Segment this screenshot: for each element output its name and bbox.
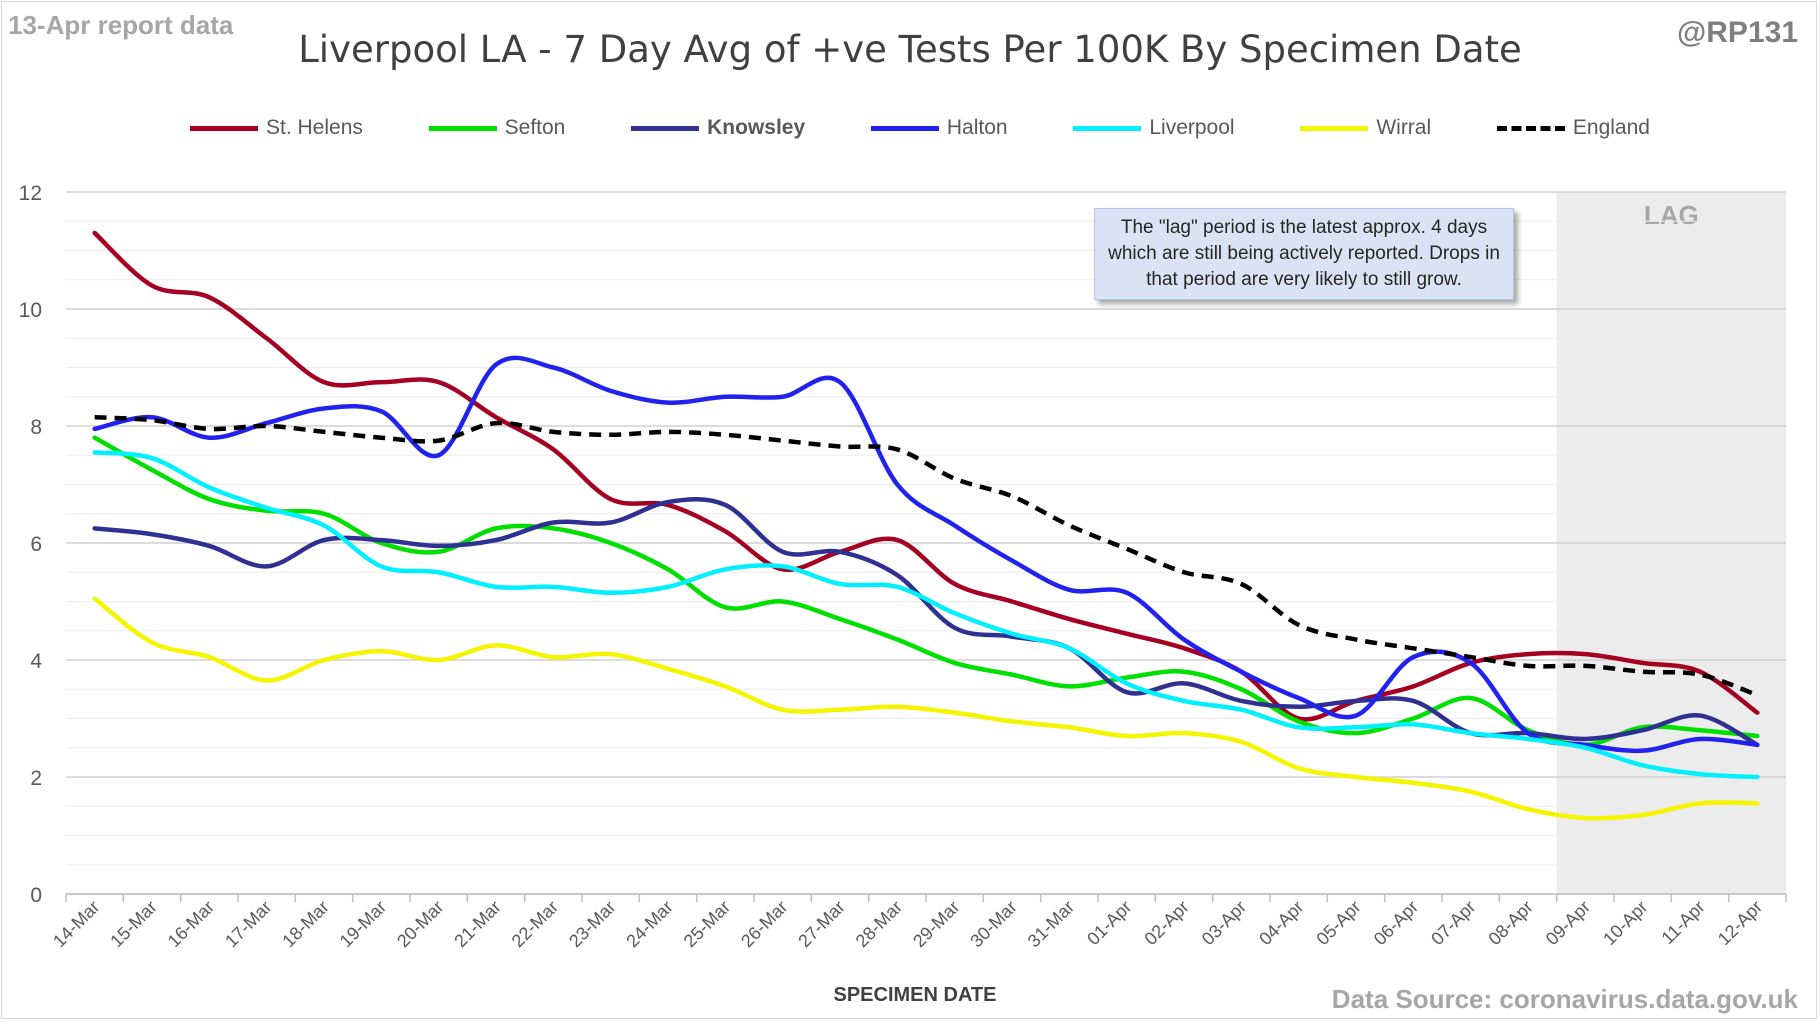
- data-source-label: Data Source: coronavirus.data.gov.uk: [1331, 984, 1798, 1014]
- x-tick-label: 18-Mar: [278, 897, 332, 951]
- x-tick-label: 07-Apr: [1427, 897, 1479, 949]
- legend-item-england: England: [1496, 116, 1650, 140]
- x-tick-label: 11-Apr: [1657, 897, 1708, 948]
- y-tick-label: 0: [30, 884, 42, 907]
- series-line-liverpool: [92, 450, 1760, 780]
- x-tick-label: 16-Mar: [164, 897, 218, 951]
- x-tick-label: 03-Apr: [1198, 897, 1250, 949]
- legend-label: Knowsley: [707, 116, 806, 139]
- x-tick-label: 10-Apr: [1599, 897, 1651, 949]
- legend-label: St. Helens: [266, 116, 363, 139]
- legend-swatch: [428, 125, 497, 131]
- series-line-england: [94, 414, 1759, 698]
- x-tick-label: 17-Mar: [221, 897, 275, 951]
- x-tick-label: 15-Mar: [106, 897, 160, 951]
- legend-label: England: [1572, 116, 1650, 139]
- legend-swatch: [1496, 125, 1565, 131]
- series-line-sefton: [92, 435, 1760, 748]
- x-tick-label: 02-Apr: [1140, 897, 1192, 949]
- y-tick-label: 8: [30, 416, 42, 439]
- legend-swatch: [870, 125, 939, 131]
- x-axis-title: SPECIMEN DATE: [833, 984, 997, 1006]
- report-date-label: 13-Apr report data: [8, 10, 234, 40]
- legend-item-halton: Halton: [870, 116, 1008, 140]
- legend-label: Sefton: [504, 116, 566, 139]
- lag-label: LAG: [1644, 200, 1699, 230]
- x-tick-label: 19-Mar: [336, 897, 390, 951]
- legend-swatch: [1073, 125, 1142, 131]
- x-tick-label: 05-Apr: [1312, 897, 1364, 949]
- series-line-st-helens: [92, 230, 1760, 722]
- legend-item-wirral: Wirral: [1300, 116, 1431, 140]
- x-tick-label: 12-Apr: [1714, 897, 1766, 949]
- x-tick-label: 30-Mar: [966, 897, 1020, 951]
- author-handle: @RP131: [1677, 16, 1798, 49]
- x-tick-label: 08-Apr: [1484, 897, 1536, 949]
- x-tick-label: 21-Mar: [450, 897, 504, 951]
- legend-label: Wirral: [1376, 116, 1432, 139]
- x-tick-label: 23-Mar: [565, 897, 619, 951]
- legend-item-liverpool: Liverpool: [1073, 116, 1235, 140]
- legend-swatch: [631, 125, 700, 131]
- x-tick-label: 20-Mar: [393, 897, 447, 951]
- legend-item-sefton: Sefton: [428, 116, 566, 140]
- x-tick-label: 24-Mar: [622, 897, 676, 951]
- x-tick-label: 26-Mar: [737, 897, 791, 951]
- series-line-halton: [92, 355, 1760, 754]
- legend-swatch: [190, 125, 258, 131]
- legend-label: Halton: [946, 116, 1008, 139]
- x-tick-label: 04-Apr: [1255, 897, 1307, 949]
- y-tick-label: 12: [19, 182, 42, 205]
- y-tick-label: 10: [19, 299, 42, 322]
- y-tick-label: 2: [30, 767, 42, 790]
- series-line-wirral: [92, 596, 1760, 821]
- chart-title: Liverpool LA - 7 Day Avg of +ve Tests Pe…: [298, 28, 1522, 71]
- legend-swatch: [1300, 125, 1369, 131]
- x-tick-label: 14-Mar: [49, 897, 103, 951]
- x-tick-label: 25-Mar: [680, 897, 734, 951]
- y-tick-label: 6: [30, 533, 42, 556]
- legend-label: Liverpool: [1149, 116, 1235, 139]
- x-tick-label: 27-Mar: [794, 897, 848, 951]
- lag-note-callout: The "lag" period is the latest approx. 4…: [1094, 208, 1514, 300]
- chart-legend: St. Helens Sefton Knowsley Halton Liverpool W…: [190, 113, 1650, 143]
- y-tick-label: 4: [30, 650, 42, 673]
- x-tick-label: 06-Apr: [1370, 897, 1422, 949]
- legend-item-st-helens: St. Helens: [190, 116, 363, 140]
- x-tick-label: 28-Mar: [852, 897, 906, 951]
- x-tick-label: 01-Apr: [1083, 897, 1135, 949]
- x-tick-label: 29-Mar: [909, 897, 963, 951]
- x-tick-label: 09-Apr: [1542, 897, 1594, 949]
- legend-item-knowsley: Knowsley: [631, 116, 805, 140]
- x-tick-label: 22-Mar: [508, 897, 562, 951]
- x-tick-label: 31-Mar: [1024, 897, 1078, 951]
